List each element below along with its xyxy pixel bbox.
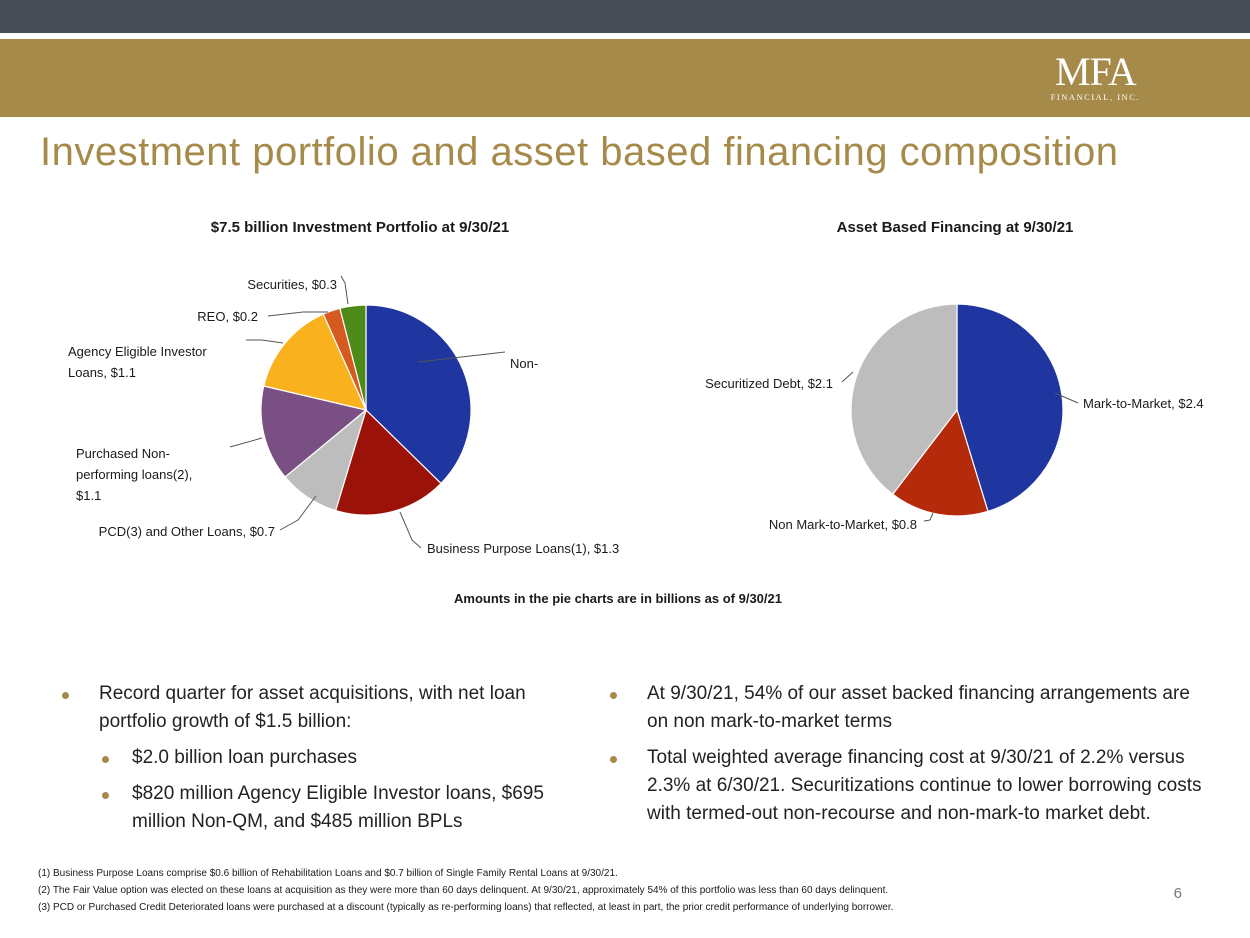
- pie-slice: [263, 313, 368, 411]
- bullet-text: Record quarter for asset acquisitions, w…: [99, 683, 526, 732]
- footnotes: (1) Business Purpose Loans comprise $0.6…: [38, 865, 1148, 916]
- slice-label: Non Mark-to-Market, $0.8: [769, 517, 917, 532]
- bullet-item: At 9/30/21, 54% of our asset backed fina…: [610, 680, 1210, 736]
- slice-label: Non-: [510, 356, 538, 371]
- pie-slice: [850, 303, 958, 496]
- chart-note: Amounts in the pie charts are in billion…: [454, 591, 782, 606]
- bullet-dot: [102, 792, 109, 799]
- bullet-text: At 9/30/21, 54% of our asset backed fina…: [647, 683, 1190, 732]
- bullet-dot: [610, 692, 617, 699]
- top-bar: [0, 0, 1250, 33]
- footnote: (2) The Fair Value option was elected on…: [38, 885, 889, 896]
- slice-label-line: Non-: [510, 356, 538, 371]
- leader-line: [417, 351, 506, 363]
- footnote: (1) Business Purpose Loans comprise $0.6…: [38, 868, 618, 879]
- chart-title: $7.5 billion Investment Portfolio at 9/3…: [211, 219, 509, 236]
- bullet-dot: [610, 756, 617, 763]
- slice-label-line: performing loans(2),: [76, 467, 192, 482]
- slice-label: Purchased Non-performing loans(2), $1.1: [76, 446, 192, 503]
- leader-line: [399, 511, 422, 549]
- footnote: (3) PCD or Purchased Credit Deteriorated…: [38, 902, 894, 913]
- leader-line: [340, 275, 349, 305]
- slice-label-line: Securitized Debt, $2.1: [705, 376, 833, 391]
- slice-label-line: Loans, $1.1: [68, 365, 136, 380]
- sub-bullet-item: $2.0 billion loan purchases: [62, 744, 582, 772]
- slice-label-line: Agency Eligible Investor: [68, 344, 207, 359]
- slice-label-line: Securities, $0.3: [247, 277, 337, 292]
- leader-line: [923, 512, 934, 522]
- bullet-text: Total weighted average financing cost at…: [647, 747, 1202, 824]
- pie-slice: [334, 408, 442, 516]
- slice-label: Business Purpose Loans(1), $1.3: [427, 541, 619, 556]
- bullet-dot: [102, 756, 109, 763]
- logo-sub-text: FINANCIAL, INC.: [1050, 92, 1140, 102]
- slice-label-line: PCD(3) and Other Loans, $0.7: [99, 524, 275, 539]
- pie-charts: $7.5 billion Investment Portfolio at 9/3…: [68, 219, 1204, 606]
- bullet-item: Total weighted average financing cost at…: [610, 744, 1210, 828]
- slice-label: PCD(3) and Other Loans, $0.7: [99, 524, 275, 539]
- pie-slice: [365, 304, 472, 485]
- bullet-item: Record quarter for asset acquisitions, w…: [62, 680, 582, 736]
- chart-title: Asset Based Financing at 9/30/21: [837, 219, 1074, 236]
- top-divider: [0, 33, 1250, 39]
- pie-slice: [260, 385, 368, 478]
- leader-line: [267, 311, 328, 317]
- page-title: Investment portfolio and asset based fin…: [40, 130, 1119, 174]
- slice-label-line: $1.1: [76, 488, 101, 503]
- leader-line: [246, 339, 284, 344]
- slice-label-line: Business Purpose Loans(1), $1.3: [427, 541, 619, 556]
- right-bullet-list: At 9/30/21, 54% of our asset backed fina…: [610, 680, 1210, 836]
- left-bullet-list: Record quarter for asset acquisitions, w…: [62, 680, 582, 844]
- sub-bullet-text: $2.0 billion loan purchases: [132, 747, 357, 768]
- leader-line: [229, 437, 263, 448]
- slice-label: REO, $0.2: [197, 309, 258, 324]
- slice-label: Securities, $0.3: [247, 277, 337, 292]
- pie-slice: [891, 408, 989, 517]
- sub-bullet-item: $820 million Agency Eligible Investor lo…: [62, 780, 582, 836]
- header-band: [0, 39, 1250, 117]
- sub-bullet-text: $820 million Agency Eligible Investor lo…: [132, 783, 544, 832]
- slice-label-line: Non Mark-to-Market, $0.8: [769, 517, 917, 532]
- slice-label: Agency Eligible Investor Loans, $1.1: [68, 344, 207, 380]
- leader-line: [279, 495, 317, 531]
- slice-label-line: REO, $0.2: [197, 309, 258, 324]
- page-number: 6: [1173, 885, 1182, 902]
- slice-label-line: Purchased Non-: [76, 446, 170, 461]
- leader-line: [841, 371, 854, 383]
- leader-line: [1054, 392, 1079, 404]
- mfa-logo: MFA FINANCIAL, INC.: [1050, 49, 1140, 103]
- slice-label: Securitized Debt, $2.1: [705, 376, 833, 391]
- logo-main-text: MFA: [1054, 49, 1137, 94]
- slice-label: Mark-to-Market, $2.4: [1083, 396, 1204, 411]
- pie-slice: [956, 303, 1064, 513]
- slice-label-line: Mark-to-Market, $2.4: [1083, 396, 1204, 411]
- pie-slice: [339, 304, 367, 411]
- bullet-dot: [62, 692, 69, 699]
